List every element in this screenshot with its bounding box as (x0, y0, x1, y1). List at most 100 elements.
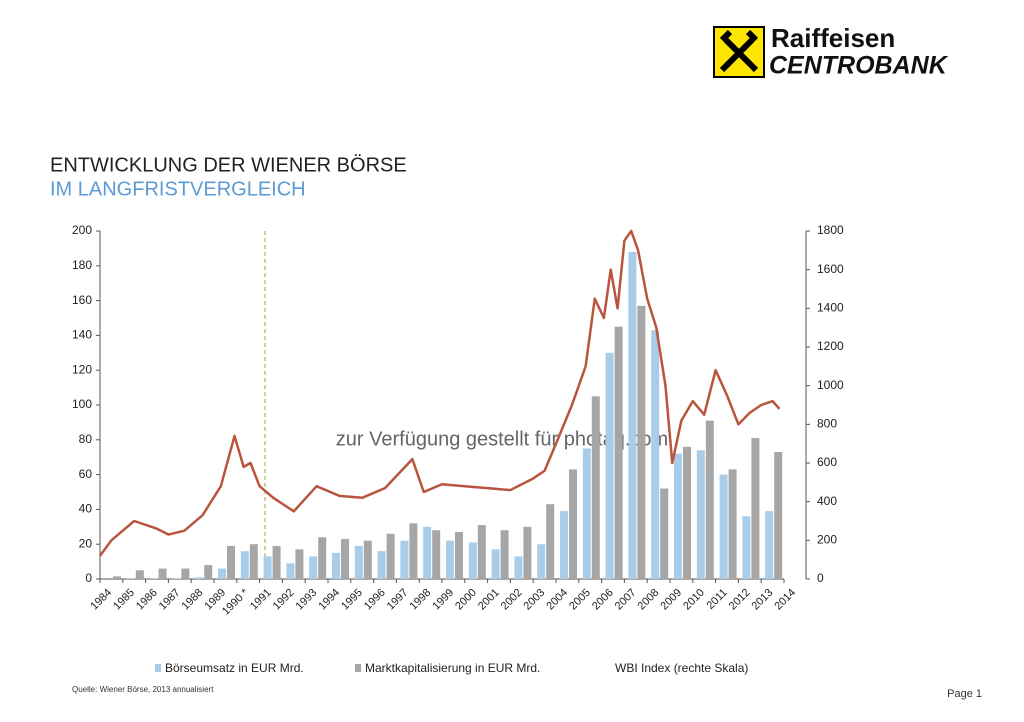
bar (500, 530, 509, 579)
bar (263, 556, 272, 579)
bar (523, 526, 532, 579)
bar (432, 530, 441, 579)
bar (181, 568, 190, 579)
bar (660, 488, 669, 579)
x-tick-label: 1996 (362, 587, 388, 613)
bar (227, 545, 235, 579)
y-tick-label: 20 (79, 536, 93, 550)
y2-tick-label: 1000 (817, 378, 844, 392)
bar (249, 544, 258, 579)
bar (318, 537, 327, 579)
bar (514, 556, 523, 579)
y-tick-label: 160 (72, 293, 92, 307)
y-tick-label: 80 (79, 432, 93, 446)
chart-subtitle: IM LANGFRISTVERGLEICH (50, 178, 306, 200)
bar (582, 448, 591, 579)
x-tick-label: 2009 (658, 587, 684, 613)
bar (455, 532, 463, 579)
bar (546, 504, 555, 579)
bar (126, 578, 135, 579)
bar (591, 396, 600, 579)
y2-tick-label: 800 (817, 417, 837, 431)
x-tick-label: 2006 (590, 587, 616, 613)
chart-title: ENTWICKLUNG DER WIENER BÖRSE (50, 154, 407, 176)
legend-swatch (155, 664, 161, 672)
bar (651, 330, 660, 579)
bar (295, 549, 304, 579)
x-tick-label: 2005 (567, 587, 593, 613)
bar (423, 526, 432, 579)
bar (332, 552, 340, 579)
bar (240, 551, 249, 579)
legend-swatch (355, 664, 361, 672)
y2-tick-label: 400 (817, 494, 837, 508)
bar (204, 565, 213, 579)
x-tick-label: 1994 (316, 587, 342, 613)
logo: Raiffeisen CENTROBANK (713, 23, 949, 80)
bar (774, 451, 783, 579)
bar (158, 568, 167, 579)
bar (354, 545, 363, 579)
x-tick-label: 1999 (430, 587, 456, 613)
x-tick-label: 2004 (544, 587, 570, 613)
bar (409, 523, 418, 579)
bar (491, 549, 500, 579)
bar (683, 446, 691, 579)
bar (272, 545, 281, 579)
bar (628, 251, 637, 579)
y-tick-label: 0 (85, 571, 92, 585)
bar (377, 551, 386, 579)
y2-tick-label: 600 (817, 455, 837, 469)
x-tick-label: 2011 (705, 587, 730, 612)
bar (363, 540, 372, 579)
x-tick-label: 2000 (453, 587, 479, 613)
page-number: Page 1 (947, 688, 982, 700)
bar (386, 533, 395, 579)
x-tick-label: 2012 (727, 587, 753, 613)
bar (286, 563, 295, 579)
bar (309, 556, 318, 579)
bar (637, 305, 646, 579)
bar (477, 525, 486, 579)
line (98, 229, 781, 557)
bar (728, 469, 737, 579)
bar (400, 540, 409, 579)
bar (113, 576, 121, 579)
y2-tick-label: 1600 (817, 262, 844, 276)
bar (605, 352, 614, 579)
x-tick-label: 2003 (522, 587, 548, 613)
x-tick-label: 1991 (248, 587, 274, 613)
y2-tick-label: 1400 (817, 301, 844, 315)
x-tick-label: 2014 (772, 587, 798, 613)
x-tick-label: 2002 (499, 587, 525, 613)
brand-line1: Raiffeisen (771, 23, 895, 53)
bar (719, 474, 728, 579)
x-tick-label: 1984 (88, 587, 114, 613)
x-tick-label: 2001 (476, 587, 502, 613)
y-tick-label: 120 (72, 362, 92, 376)
bar (468, 542, 477, 579)
x-tick-label: 1998 (408, 587, 434, 613)
y-tick-label: 200 (72, 223, 92, 237)
x-tick-label: 1985 (111, 587, 137, 613)
bar (751, 438, 760, 579)
y2-tick-label: 1200 (817, 339, 844, 353)
bar (446, 540, 454, 579)
bar (569, 469, 577, 579)
watermark: zur Verfügung gestellt für photaq.com (336, 428, 668, 450)
bar (674, 453, 682, 579)
x-tick-label: 1992 (271, 587, 297, 613)
y-tick-label: 100 (72, 397, 92, 411)
x-tick-label: 2008 (636, 587, 662, 613)
x-tick-label: 1997 (385, 587, 411, 613)
y-tick-label: 140 (72, 328, 92, 342)
source: Quelle: Wiener Börse, 2013 annualisiert (72, 685, 214, 694)
x-tick-label: 2013 (750, 587, 776, 613)
legend-label: Marktkapitalisierung in EUR Mrd. (365, 661, 540, 675)
bar (218, 568, 226, 579)
bar (172, 578, 181, 579)
bar (135, 570, 144, 579)
x-tick-label: 1993 (294, 587, 320, 613)
x-tick-label: 1987 (157, 587, 183, 613)
